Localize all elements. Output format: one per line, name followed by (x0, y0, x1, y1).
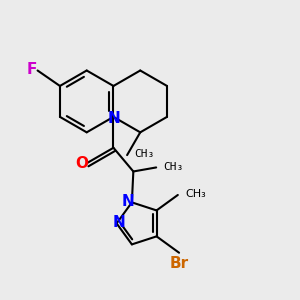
Text: F: F (26, 61, 37, 76)
Text: N: N (122, 194, 135, 209)
Text: CH₃: CH₃ (134, 149, 155, 159)
Text: Br: Br (169, 256, 189, 271)
Text: N: N (108, 111, 121, 126)
Text: CH₃: CH₃ (185, 189, 206, 199)
Text: N: N (112, 215, 125, 230)
Text: O: O (75, 156, 88, 171)
Text: CH₃: CH₃ (164, 162, 184, 172)
